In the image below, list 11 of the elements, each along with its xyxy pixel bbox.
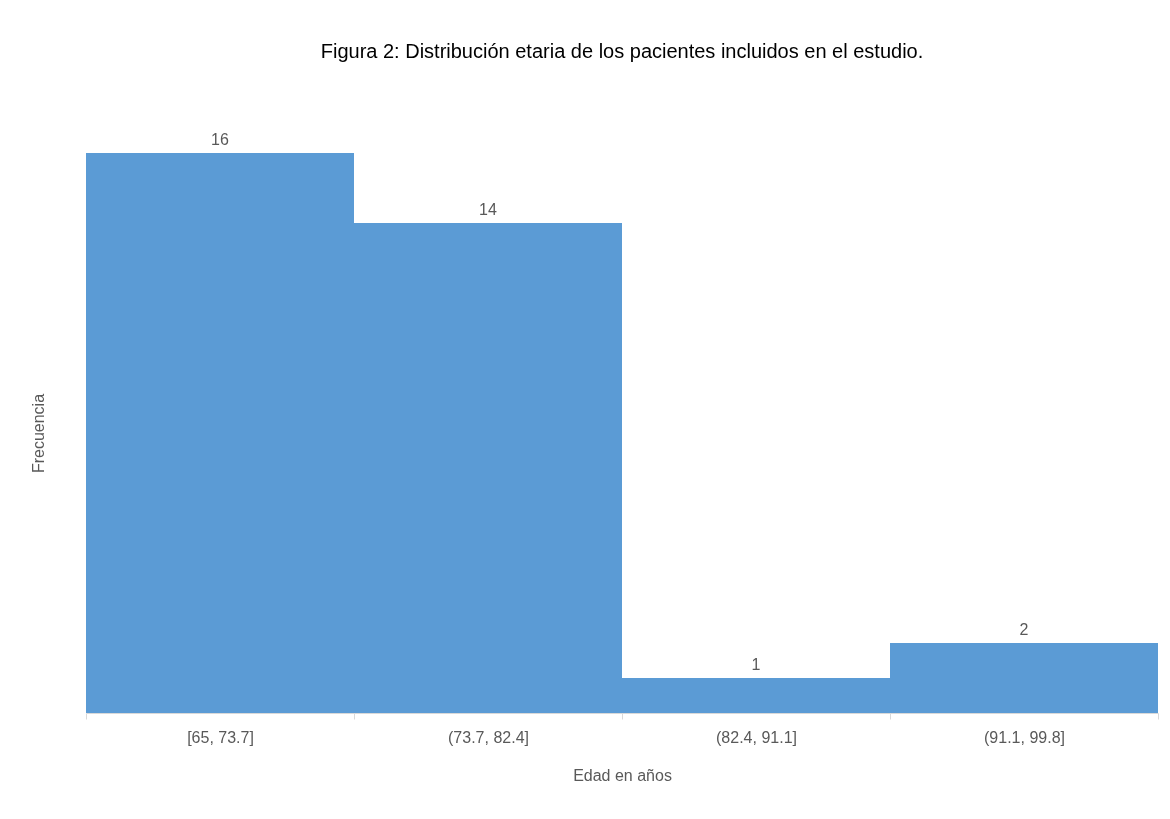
x-tick-label: [65, 73.7]	[187, 728, 254, 746]
x-axis-title: Edad en años	[573, 766, 672, 784]
data-label: 1	[751, 656, 761, 673]
x-tick-label: (91.1, 99.8]	[984, 728, 1065, 746]
chart-title: Figura 2: Distribución etaria de los pacientes incluidos en el estudio.	[320, 40, 924, 62]
data-label: 14	[479, 201, 497, 218]
data-label: 2	[1019, 621, 1029, 638]
x-tick-label: (73.7, 82.4]	[448, 728, 529, 746]
x-tick-label: (82.4, 91.1]	[716, 728, 797, 746]
data-label: 16	[211, 131, 229, 148]
y-axis-title: Frecuencia	[29, 393, 47, 474]
